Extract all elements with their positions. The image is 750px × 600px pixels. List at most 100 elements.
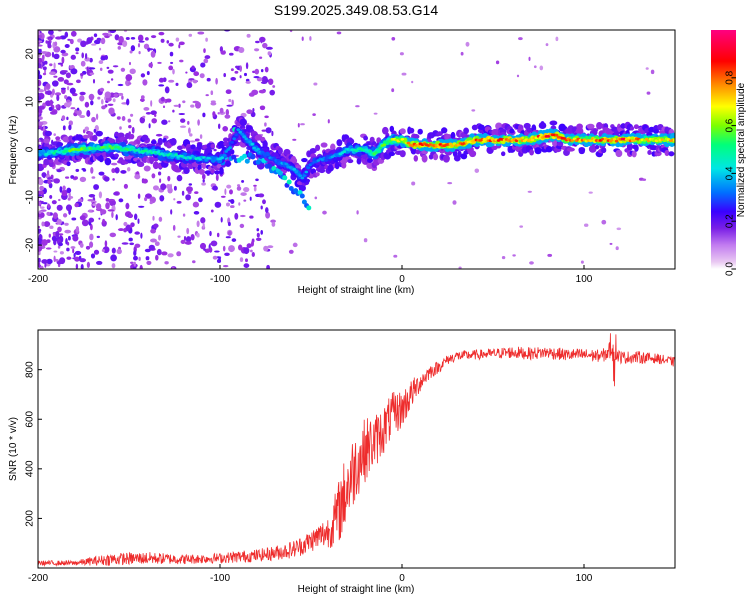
spectral-blob (243, 263, 250, 268)
spectral-blob (104, 157, 112, 166)
spectral-blob (134, 231, 140, 235)
spectral-blob (214, 250, 220, 253)
spectral-blob (51, 200, 57, 205)
spectral-blob (185, 236, 192, 243)
spectral-blob (304, 170, 309, 174)
colorbar-tick-label: 0.4 (725, 166, 736, 180)
spectral-blob (107, 33, 113, 37)
spectral-blob (53, 62, 56, 69)
spectral-blob (93, 33, 98, 38)
spectral-blob (219, 107, 224, 114)
spectral-blob (89, 241, 94, 248)
spectral-blob (243, 187, 250, 193)
spectral-blob (48, 158, 54, 164)
spectral-blob (86, 261, 90, 269)
x-tick-label: 100 (576, 274, 593, 285)
spectral-blob (43, 221, 51, 228)
spectral-blob (270, 219, 276, 223)
spectral-blob (265, 127, 272, 134)
spectral-blob (184, 241, 192, 245)
spectral-blob (185, 194, 191, 201)
spectral-blob (116, 116, 121, 120)
spectral-blob (57, 77, 65, 82)
spectral-blob (159, 195, 165, 202)
spectral-blob (49, 71, 56, 76)
spectral-blob (458, 266, 462, 269)
spectral-blob (239, 65, 242, 72)
spectral-blob (220, 156, 224, 160)
spectral-blob (369, 136, 375, 143)
spectral-blob (203, 48, 206, 53)
spectral-blob (66, 187, 72, 194)
spectral-blob (202, 112, 206, 118)
spectral-blob (107, 209, 115, 212)
spectral-blob (110, 254, 117, 262)
spectral-blob (222, 154, 226, 157)
spectral-blob (170, 138, 177, 146)
spectral-blob (72, 248, 75, 254)
spectral-blob (90, 167, 94, 174)
spectral-blob (159, 178, 162, 183)
spectral-blob (109, 232, 117, 238)
spectral-blob (252, 146, 256, 150)
spectral-blob (38, 116, 43, 120)
spectral-blob (38, 257, 41, 263)
spectral-blob (81, 52, 85, 59)
spectral-blob (226, 148, 230, 151)
spectral-blob (90, 100, 94, 106)
spectral-blob (192, 100, 199, 104)
spectral-blob (44, 130, 52, 137)
spectral-blob (282, 175, 288, 181)
spectral-blob (38, 153, 42, 157)
spectral-blob (251, 89, 259, 96)
spectral-blob (57, 62, 63, 65)
spectral-blob (240, 132, 244, 136)
spectral-blob (190, 104, 195, 108)
spectral-blob (117, 228, 125, 232)
figure-title: S199.2025.349.08.53.G14 (274, 2, 438, 18)
spectral-blob (555, 36, 559, 42)
spectral-blob (167, 253, 174, 258)
spectral-blob (244, 158, 250, 164)
spectral-blob (527, 190, 532, 193)
spectral-blob (125, 202, 130, 210)
spectral-blob (38, 210, 42, 214)
spectral-blob (264, 66, 269, 73)
spectral-blob (267, 51, 272, 56)
spectral-blob (194, 191, 199, 194)
spectral-blob (194, 138, 200, 142)
spectral-blob (140, 73, 146, 78)
spectral-blob (616, 227, 622, 231)
spectral-blob (174, 167, 182, 173)
spectral-blob (518, 37, 523, 41)
spectral-blob (88, 217, 95, 223)
spectral-blob (193, 71, 200, 77)
spectral-blob (103, 176, 110, 182)
spectral-blob (86, 37, 93, 44)
spectral-blob (239, 214, 246, 218)
spectral-blob (61, 52, 69, 57)
spectral-blob (583, 223, 589, 227)
spectral-blob (67, 241, 70, 246)
spectral-blob (292, 242, 298, 248)
spectral-blob (152, 185, 160, 191)
spectral-blob (75, 79, 81, 84)
spectral-blob (400, 138, 405, 141)
spectral-blob (107, 69, 114, 74)
spectral-blob (150, 35, 157, 39)
spectral-blob (98, 171, 105, 176)
spectral-blob (39, 212, 45, 219)
spectral-blob (133, 261, 136, 267)
spectral-blob (80, 72, 84, 77)
spectral-blob (210, 101, 217, 106)
spectral-blob (66, 161, 71, 167)
spectral-blob (179, 125, 187, 128)
spectral-blob (231, 154, 237, 160)
spectral-blob (256, 232, 260, 238)
spectral-blob (302, 174, 307, 178)
spectral-blob (99, 87, 105, 92)
spectral-blob (441, 127, 448, 134)
spectral-blob (110, 78, 114, 81)
spectral-blob (43, 86, 47, 92)
spectral-blob (195, 101, 201, 109)
